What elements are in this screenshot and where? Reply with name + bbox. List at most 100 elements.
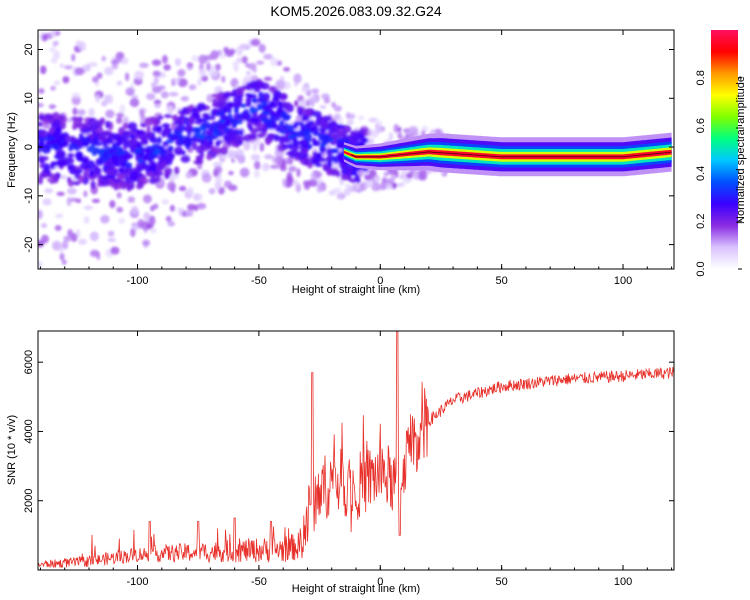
spectrogram-noise-blob bbox=[163, 64, 171, 71]
spectrogram-noise-blob bbox=[293, 73, 302, 84]
spectrogram-noise-blob bbox=[250, 153, 261, 161]
spectrogram-noise-blob bbox=[243, 140, 251, 151]
spectrogram-hot-blob bbox=[199, 135, 205, 140]
spectrogram-band-blob bbox=[78, 175, 85, 183]
spectrogram-noise-blob bbox=[371, 129, 379, 138]
spectrogram-band-blob bbox=[45, 114, 53, 121]
spectrogram-noise-blob bbox=[316, 184, 323, 193]
spectrogram-noise-blob bbox=[418, 169, 427, 179]
spectrogram-band-blob bbox=[124, 151, 130, 158]
spectrogram-noise-blob bbox=[176, 207, 185, 213]
spectrogram-band-blob bbox=[161, 130, 167, 138]
spectrogram-band-blob bbox=[248, 93, 257, 99]
x-tick-label: 0 bbox=[377, 576, 383, 588]
spectrogram-noise-blob bbox=[116, 112, 125, 118]
spectrogram-noise-blob bbox=[115, 117, 123, 124]
spectrogram-band-blob bbox=[106, 162, 115, 170]
spectrogram-noise-blob bbox=[152, 70, 161, 77]
spectrogram-band-blob bbox=[128, 138, 137, 146]
spectrogram-noise-blob bbox=[51, 240, 62, 251]
spectrogram-noise-blob bbox=[38, 103, 44, 108]
spectrogram-band-blob bbox=[333, 155, 339, 164]
spectrogram-band-blob bbox=[157, 170, 164, 177]
spectrogram-band-blob bbox=[92, 172, 98, 179]
spectrogram-hot-blob bbox=[220, 111, 226, 116]
spectrogram-noise-blob bbox=[67, 187, 77, 195]
spectrogram-noise-blob bbox=[160, 91, 169, 99]
spectrogram-band-blob bbox=[248, 123, 253, 131]
spectrogram-hot-blob bbox=[220, 119, 226, 124]
spectrogram-noise-blob bbox=[364, 174, 373, 181]
spectrogram-band-blob bbox=[336, 142, 344, 149]
spectrogram-band-blob bbox=[52, 119, 61, 126]
spectrogram-band-blob bbox=[91, 150, 97, 157]
spectrogram-x-label: Height of straight line (km) bbox=[292, 284, 420, 296]
spectrogram-band-blob bbox=[151, 165, 157, 173]
spectrogram-noise-blob bbox=[71, 95, 81, 106]
spectrogram-noise-blob bbox=[95, 94, 101, 103]
spectrogram-band-blob bbox=[89, 169, 94, 178]
spectrogram-band-blob bbox=[346, 164, 354, 173]
spectrogram-band-blob bbox=[38, 172, 49, 179]
spectrogram-band-blob bbox=[267, 134, 274, 139]
spectrogram-band-blob bbox=[328, 127, 336, 134]
spectrogram-band-blob bbox=[314, 162, 323, 167]
spectrogram-noise-blob bbox=[142, 194, 152, 204]
spectrogram-noise-blob bbox=[101, 55, 107, 62]
spectrogram-band-blob bbox=[337, 159, 345, 164]
spectrogram-noise-blob bbox=[197, 77, 202, 87]
spectrogram-band-blob bbox=[329, 167, 339, 176]
colorbar-tick-label: 0.0 bbox=[695, 261, 707, 276]
spectrogram-noise-blob bbox=[185, 171, 193, 179]
spectrogram-band-blob bbox=[80, 158, 89, 163]
spectrogram-hot-blob bbox=[177, 133, 183, 138]
spectrogram-hot-blob bbox=[251, 108, 257, 113]
spectrogram-band-blob bbox=[148, 170, 154, 177]
spectrogram-band-blob bbox=[258, 91, 265, 100]
spectrogram-noise-blob bbox=[235, 57, 244, 64]
spectrogram-hot-blob bbox=[240, 103, 246, 108]
x-tick-label: 100 bbox=[614, 275, 632, 287]
colorbar-label: Normalized spectral amplitude bbox=[735, 76, 747, 224]
spectrogram-band-blob bbox=[301, 148, 309, 155]
spectrogram-band-blob bbox=[281, 143, 291, 150]
spectrogram-noise-blob bbox=[311, 88, 320, 94]
snr-x-ticks: -100 -50 0 50 100 bbox=[39, 331, 673, 588]
spectrogram-hot-blob bbox=[328, 137, 334, 142]
spectrogram-noise-blob bbox=[286, 181, 292, 188]
spectrogram-noise-blob bbox=[61, 259, 67, 265]
spectrogram-noise-blob bbox=[348, 185, 357, 192]
spectrogram-band-blob bbox=[194, 127, 202, 132]
spectrogram-band-blob bbox=[292, 138, 300, 147]
spectrogram-hot-blob bbox=[139, 151, 145, 156]
spectrogram-noise-blob bbox=[137, 218, 144, 229]
spectrogram-band-blob bbox=[362, 137, 369, 144]
spectrogram-noise-blob bbox=[296, 168, 301, 178]
colorbar-ticks: 0.0 0.2 0.4 0.6 0.8 bbox=[695, 70, 742, 277]
spectrogram-noise-blob bbox=[388, 131, 394, 142]
spectrogram-band-blob bbox=[136, 129, 144, 136]
spectrogram-band-blob bbox=[110, 154, 117, 162]
spectrogram-band-blob bbox=[140, 122, 145, 127]
spectrogram-noise-blob bbox=[62, 76, 70, 84]
spectrogram-noise-blob bbox=[270, 57, 279, 67]
spectrogram-hot-blob bbox=[233, 109, 239, 114]
spectrogram-band-blob bbox=[127, 122, 138, 131]
spectrogram-noise-blob bbox=[38, 88, 45, 94]
spectrogram-band-blob bbox=[306, 108, 311, 117]
spectrogram-band-blob bbox=[265, 138, 271, 146]
spectrogram-band-blob bbox=[179, 114, 185, 120]
spectrogram-noise-blob bbox=[299, 99, 308, 109]
spectrogram-noise-blob bbox=[198, 54, 208, 65]
spectrogram-noise-blob bbox=[381, 181, 388, 191]
spectrogram-band-blob bbox=[250, 117, 260, 123]
spectrogram-band-blob bbox=[161, 123, 171, 128]
spectrogram-noise-blob bbox=[50, 85, 56, 91]
spectrogram-band-blob bbox=[39, 163, 44, 169]
spectrogram-noise-blob bbox=[383, 171, 389, 177]
spectrogram-noise-blob bbox=[253, 170, 260, 178]
spectrogram-band-blob bbox=[124, 175, 130, 185]
spectrogram-noise-blob bbox=[365, 180, 372, 189]
spectrogram-band-blob bbox=[86, 160, 96, 170]
spectrogram-hot-blob bbox=[231, 124, 237, 129]
